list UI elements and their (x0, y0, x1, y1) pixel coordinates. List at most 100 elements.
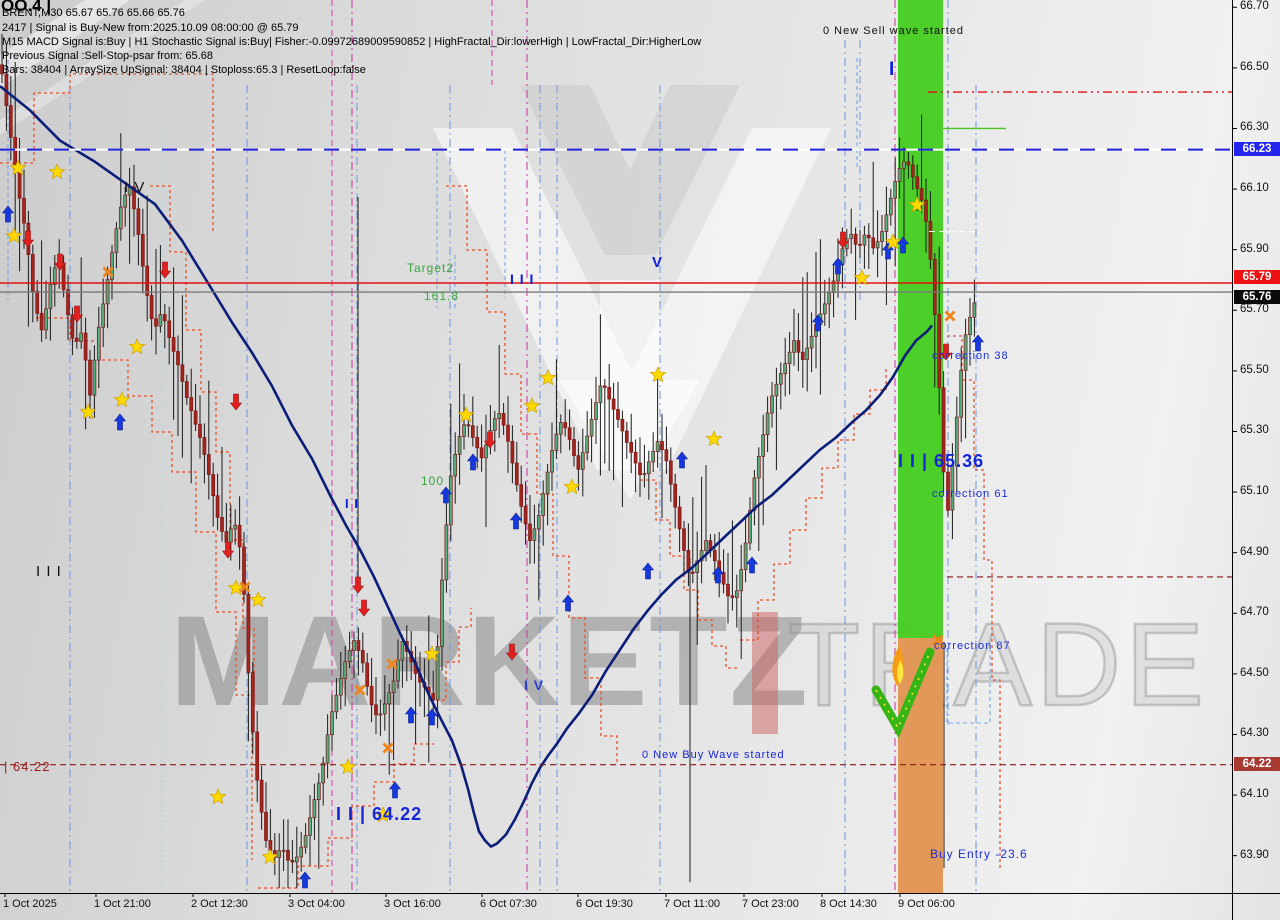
star-marker-icon (705, 430, 723, 447)
buy-arrow-icon (113, 413, 127, 431)
watermark-divider-bar (752, 612, 778, 734)
annotation-correction-38: correction 38 (932, 350, 1009, 362)
info-line-bars: Bars: 38404 | ArraySize UpSignal: 38404 … (2, 64, 366, 76)
sell-arrow-icon (836, 231, 850, 249)
sell-arrow-icon (158, 261, 172, 279)
buy-arrow-icon (896, 236, 910, 254)
time-tick-label: 6 Oct 07:30 (480, 898, 537, 910)
annotation-fib-100-label: 100 (421, 474, 445, 488)
star-marker-icon (113, 391, 131, 408)
time-axis[interactable]: 1 Oct 2025 1 Oct 21:00 2 Oct 12:30 3 Oct 04… (0, 893, 1280, 920)
buy-arrow-icon (971, 334, 985, 352)
annotation-wave-v-mid: V (652, 254, 664, 271)
star-marker-icon (853, 269, 871, 286)
sell-arrow-icon (357, 599, 371, 617)
annotation-level-64-22-left: | 64.22 (4, 759, 51, 774)
sell-arrow-icon (939, 343, 953, 361)
star-marker-icon (249, 591, 267, 608)
price-tick-label: 64.90 (1240, 545, 1269, 558)
annotation-target2-label: Target2 (407, 261, 455, 275)
star-marker-icon (261, 848, 279, 865)
price-tick-label: 64.50 (1240, 666, 1269, 679)
star-marker-icon (457, 406, 475, 423)
annotation-wave-iii-left: I I I (36, 563, 62, 580)
price-tick-label: 64.70 (1240, 606, 1269, 619)
price-level-box: 64.22 (1234, 756, 1280, 771)
info-line-macd: M15 MACD Signal is:Buy | H1 Stochastic S… (2, 36, 702, 48)
star-marker-icon (9, 159, 27, 176)
star-marker-icon (374, 806, 392, 823)
time-tick-label: 1 Oct 21:00 (94, 898, 151, 910)
buy-arrow-icon (425, 708, 439, 726)
star-marker-icon (423, 645, 441, 662)
info-line-previous: Previous Signal :Sell-Stop-psar from: 65… (2, 50, 213, 62)
glitch-price-text: OO.4 | (1, 0, 52, 15)
price-tick-label: 66.50 (1240, 60, 1269, 73)
sell-arrow-icon (53, 253, 67, 271)
star-marker-icon (908, 196, 926, 213)
annotation-correction-87: correction 87 (934, 640, 1011, 652)
sell-arrow-icon (505, 643, 519, 661)
time-tick-label: 3 Oct 16:00 (384, 898, 441, 910)
buy-arrow-icon (811, 314, 825, 332)
buy-arrow-icon (711, 566, 725, 584)
annotation-wave-ii-price-right: I I | 65.36 (898, 451, 985, 471)
annotation-wave-iii-mid: I I I (510, 271, 535, 287)
star-marker-icon (339, 758, 357, 775)
star-marker-icon (79, 403, 97, 420)
price-tick-label: 65.90 (1240, 242, 1269, 255)
buy-arrow-icon (831, 257, 845, 275)
sell-arrow-icon (483, 431, 497, 449)
annotation-wave-ii-price-low: I I | 64.22 (336, 804, 423, 824)
time-tick-label: 8 Oct 14:30 (820, 898, 877, 910)
annotation-buy-wave-note: 0 New Buy Wave started (642, 749, 785, 761)
price-tick-label: 65.70 (1240, 303, 1269, 316)
time-tick-label: 9 Oct 06:00 (898, 898, 955, 910)
annotation-wave-i-right: I (889, 59, 896, 80)
buy-arrow-icon (509, 512, 523, 530)
time-tick-label: 7 Oct 11:00 (664, 898, 721, 910)
sell-arrow-icon (70, 305, 84, 323)
sell-arrow-icon (229, 393, 243, 411)
star-marker-icon (884, 233, 902, 250)
price-tick-label: 64.10 (1240, 788, 1269, 801)
price-tick-label: 66.70 (1240, 0, 1269, 13)
star-marker-icon (523, 397, 541, 414)
buy-arrow-icon (1, 205, 15, 223)
annotation-wave-ii-small: I I (345, 496, 359, 511)
price-tick-label: 65.30 (1240, 424, 1269, 437)
time-tick-label: 1 Oct 2025 (3, 898, 57, 910)
annotation-wave-iv-top: I V (124, 179, 146, 196)
star-marker-icon (5, 227, 23, 244)
sell-arrow-icon (351, 576, 365, 594)
price-tick-label: 65.50 (1240, 363, 1269, 376)
buy-arrow-icon (298, 871, 312, 889)
price-tick-label: 64.30 (1240, 727, 1269, 740)
sell-arrow-icon (21, 230, 35, 248)
annotation-sell-wave-note: 0 New Sell wave started (823, 25, 964, 37)
buy-arrow-icon (388, 781, 402, 799)
sell-arrow-icon (221, 541, 235, 559)
price-level-box: 65.76 (1234, 290, 1280, 305)
watermark-brand-left: MARKETZ (170, 590, 810, 733)
price-axis[interactable]: 66.70 66.50 66.30 66.10 65.90 65.70 65.50 65.30… (1232, 0, 1280, 920)
star-marker-icon (128, 338, 146, 355)
info-line-quote: BRENT,M30 65.67 65.76 65.66 65.76 (2, 7, 185, 19)
star-marker-icon (209, 788, 227, 805)
info-line-signal: 2417 | Signal is Buy-New from:2025.10.09… (2, 22, 299, 34)
buy-arrow-icon (745, 556, 759, 574)
annotation-fib-161-label: 161.8 (424, 289, 460, 303)
buy-arrow-icon (404, 706, 418, 724)
buy-arrow-icon (675, 451, 689, 469)
time-tick-label: 2 Oct 12:30 (191, 898, 248, 910)
time-tick-label: 6 Oct 19:30 (576, 898, 633, 910)
price-level-box: 65.79 (1234, 270, 1280, 284)
star-marker-icon (48, 163, 66, 180)
annotation-correction-61: correction 61 (932, 488, 1009, 500)
buy-arrow-icon (561, 594, 575, 612)
price-tick-label: 66.10 (1240, 182, 1269, 195)
star-marker-icon (539, 369, 557, 386)
